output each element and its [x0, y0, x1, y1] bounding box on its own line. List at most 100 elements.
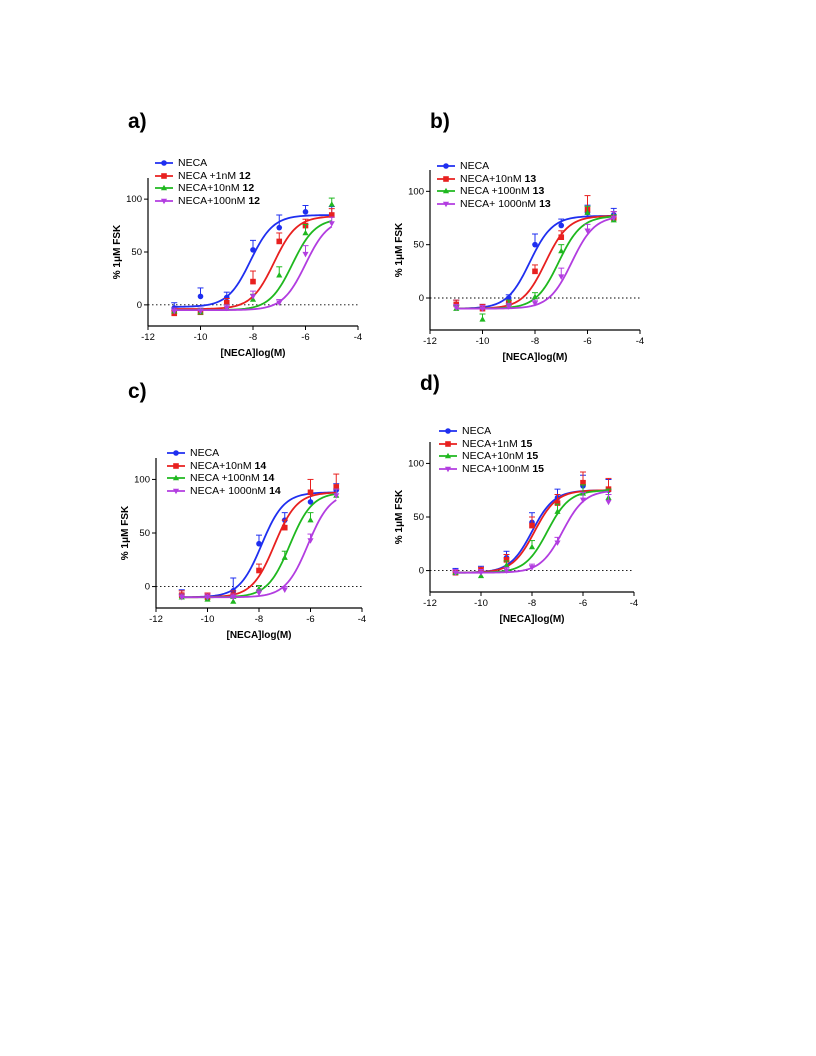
data-point	[579, 497, 587, 504]
data-point	[479, 316, 486, 322]
y-axis-label: % 1μM FSK	[120, 505, 131, 560]
y-tick-label: 100	[126, 194, 142, 205]
data-point	[197, 293, 204, 300]
legend-label: NECA+10nM 15	[462, 450, 539, 462]
x-tick-label: -4	[636, 336, 644, 347]
x-axis-label: [NECA]log(M)	[227, 630, 292, 641]
data-point	[503, 557, 510, 563]
data-point	[302, 251, 309, 258]
legend-marker	[437, 201, 455, 207]
data-point	[276, 238, 283, 245]
y-tick-label: 50	[413, 512, 424, 523]
y-axis-label: % 1μM FSK	[394, 489, 405, 544]
y-axis-label: % 1μM FSK	[112, 224, 123, 279]
data-point	[610, 215, 617, 222]
data-point	[307, 516, 314, 523]
data-point	[333, 493, 340, 499]
data-point	[452, 570, 459, 576]
x-axis-label: [NECA]log(M)	[503, 352, 568, 363]
x-tick-label: -12	[423, 598, 437, 609]
legend-label: NECA+10nM 14	[190, 459, 267, 472]
x-tick-label: -10	[201, 614, 215, 625]
data-point	[302, 229, 309, 236]
x-tick-label: -8	[531, 336, 539, 347]
data-point	[160, 184, 168, 191]
data-point	[558, 247, 565, 254]
legend-label: NECA+10nM 13	[460, 172, 537, 185]
data-point	[605, 499, 612, 506]
legend-label: NECA+1nM 15	[462, 437, 533, 450]
data-point	[178, 595, 185, 601]
y-tick-label: 0	[419, 566, 424, 577]
data-point	[281, 587, 288, 594]
data-point	[453, 305, 460, 311]
data-point	[249, 294, 257, 300]
legend-marker	[155, 172, 173, 179]
data-point	[558, 222, 565, 229]
x-axis-label: [NECA]log(M)	[500, 614, 565, 625]
legend-marker	[155, 198, 173, 204]
legend-label: NECA +1nM 12	[178, 169, 251, 182]
y-tick-label: 0	[137, 300, 142, 311]
legend-marker	[155, 184, 173, 191]
legend-label: NECA+ 1000nM 13	[460, 197, 551, 210]
data-point	[255, 590, 263, 597]
legend-marker	[155, 160, 173, 166]
data-point	[503, 561, 510, 568]
data-point	[529, 522, 535, 529]
legend-marker	[439, 452, 457, 459]
data-point	[171, 308, 178, 315]
y-tick-label: 100	[408, 458, 424, 469]
x-tick-label: -12	[141, 332, 155, 343]
data-point	[256, 567, 262, 574]
data-point	[531, 301, 539, 307]
data-point	[256, 540, 262, 547]
panel-letter: d)	[420, 372, 440, 395]
data-point	[479, 306, 486, 312]
data-point	[443, 175, 449, 182]
data-point	[531, 293, 539, 300]
data-point	[223, 299, 230, 306]
legend-label: NECA +100nM 14	[190, 472, 275, 484]
data-point	[250, 247, 256, 253]
legend-marker	[439, 428, 457, 434]
x-tick-label: -8	[255, 614, 263, 625]
data-point	[442, 187, 450, 194]
chart-svg: -12 -10 -8 -6 -4 0 50 100 [NECA]log(M) % 1μM FSK	[394, 442, 638, 625]
data-point	[532, 241, 538, 248]
legend-label: NECA +100nM 13	[460, 185, 545, 197]
y-tick-label: 50	[131, 247, 142, 258]
data-point	[554, 500, 561, 506]
data-point	[532, 268, 538, 275]
x-axis-label: [NECA]log(M)	[221, 348, 286, 359]
data-point	[558, 234, 565, 240]
legend-label: NECA	[178, 157, 208, 169]
chart-svg: -12 -10 -8 -6 -4 0 50 100 [NECA]log(M) % 1μM FSK	[120, 458, 366, 641]
x-tick-label: -10	[476, 336, 490, 347]
data-point	[281, 554, 288, 560]
x-tick-label: -4	[358, 614, 366, 625]
data-point	[302, 209, 309, 215]
data-point	[444, 452, 452, 459]
data-point	[204, 595, 211, 601]
x-tick-label: -10	[194, 332, 208, 343]
data-point	[328, 201, 335, 207]
data-point	[442, 201, 450, 207]
data-point	[172, 474, 180, 481]
legend-marker	[167, 474, 185, 481]
data-point	[554, 508, 561, 514]
legend-marker	[167, 462, 185, 469]
x-tick-label: -6	[579, 598, 587, 609]
panel-letter: b)	[430, 110, 450, 133]
data-point	[477, 570, 485, 576]
data-point	[161, 160, 167, 166]
y-tick-label: 0	[145, 582, 150, 593]
chart-panel-d: d) -12 -10 -8 -6 -4 0 50 100 [NECA]log(M) % 1μM F…	[390, 370, 650, 630]
data-point	[173, 462, 179, 469]
chart-panel-b: b) -12 -10 -8 -6 -4 0 50 100 [NECA]log(M) % 1μM F…	[390, 110, 650, 370]
legend-marker	[167, 450, 185, 456]
data-point	[505, 304, 512, 310]
chart-panel-a: a) -12 -10 -8 -6 -4 0 50 100 [NECA]log(M) % 1μM F…	[110, 110, 370, 370]
series-curve	[174, 214, 332, 308]
data-point	[503, 568, 510, 574]
